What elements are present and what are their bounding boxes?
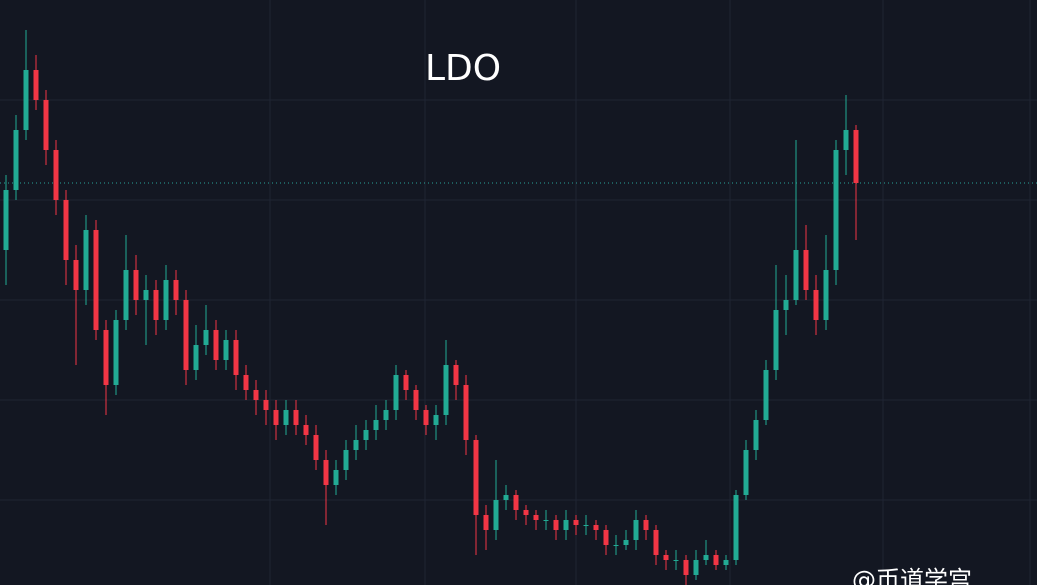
candle-body xyxy=(143,290,149,300)
candle-body xyxy=(573,520,579,525)
candle-body xyxy=(243,375,249,390)
candle-body xyxy=(533,515,539,520)
candle-body xyxy=(683,560,689,575)
candle-body xyxy=(43,100,49,150)
candle-body xyxy=(113,320,119,385)
candle-body xyxy=(213,330,219,360)
candle-body xyxy=(63,200,69,260)
candle-body xyxy=(463,385,469,440)
candle-body xyxy=(743,450,749,495)
candle-body xyxy=(523,510,529,515)
candle-body xyxy=(123,270,129,320)
candle-body xyxy=(793,250,799,300)
candle-body xyxy=(653,530,659,555)
candle-body xyxy=(263,400,269,410)
candle-body xyxy=(173,280,179,300)
candle-body xyxy=(343,450,349,470)
candle-body xyxy=(203,330,209,345)
candle-body xyxy=(153,290,159,320)
candle-body xyxy=(163,280,169,320)
candle-body xyxy=(333,470,339,485)
candle-body xyxy=(673,560,679,561)
candle-body xyxy=(393,375,399,410)
candle-body xyxy=(843,130,849,150)
candle-body xyxy=(643,520,649,530)
candle-body xyxy=(73,260,79,290)
candle-body xyxy=(613,545,619,546)
candle-body xyxy=(353,440,359,450)
candle-body xyxy=(623,540,629,545)
candle-body xyxy=(293,410,299,425)
candle-body xyxy=(433,415,439,425)
candle-body xyxy=(603,530,609,545)
candle-body xyxy=(813,290,819,320)
candle-body xyxy=(53,150,59,200)
candle-body xyxy=(413,390,419,410)
candle-body xyxy=(423,410,429,425)
candle-body xyxy=(133,270,139,300)
candle-body xyxy=(223,340,229,360)
candle-body xyxy=(853,130,859,183)
candle-body xyxy=(93,230,99,330)
candle-body xyxy=(13,130,19,190)
candle-body xyxy=(663,555,669,560)
candle-body xyxy=(373,420,379,430)
candle-body xyxy=(763,370,769,420)
chart-title: LDO xyxy=(425,48,501,89)
candle-body xyxy=(633,520,639,540)
candle-body xyxy=(363,430,369,440)
candle-body xyxy=(83,230,89,290)
candle-body xyxy=(553,520,559,530)
candle-body xyxy=(273,410,279,425)
candle-body xyxy=(253,390,259,400)
candle-body xyxy=(833,150,839,270)
candle-body xyxy=(473,440,479,515)
watermark: @币道学宫 xyxy=(852,566,972,585)
candle-body xyxy=(513,495,519,510)
candle-body xyxy=(33,70,39,100)
candle-body xyxy=(183,300,189,370)
candle-body xyxy=(483,515,489,530)
candle-body xyxy=(823,270,829,320)
candle-body xyxy=(783,300,789,310)
candle-body xyxy=(313,435,319,460)
candle-body xyxy=(693,560,699,575)
candle-body xyxy=(453,365,459,385)
candle-body xyxy=(503,495,509,500)
candle-body xyxy=(23,70,29,130)
candle-body xyxy=(753,420,759,450)
candle-body xyxy=(193,345,199,370)
candle-body xyxy=(583,525,589,526)
candle-body xyxy=(303,425,309,435)
candle-body xyxy=(703,555,709,560)
candle-body xyxy=(233,340,239,375)
candle-body xyxy=(103,330,109,385)
candle-body xyxy=(493,500,499,530)
candle-body xyxy=(733,495,739,560)
candle-body xyxy=(713,555,719,565)
candle-body xyxy=(403,375,409,390)
candle-body xyxy=(323,460,329,485)
candle-body xyxy=(773,310,779,370)
candle-body xyxy=(803,250,809,290)
candle-body xyxy=(383,410,389,420)
candle-body xyxy=(443,365,449,415)
candle-body xyxy=(283,410,289,425)
candle-body xyxy=(563,520,569,530)
candle-body xyxy=(3,190,9,250)
candle-body xyxy=(723,560,729,565)
candle-body xyxy=(543,520,549,521)
candle-body xyxy=(593,525,599,530)
